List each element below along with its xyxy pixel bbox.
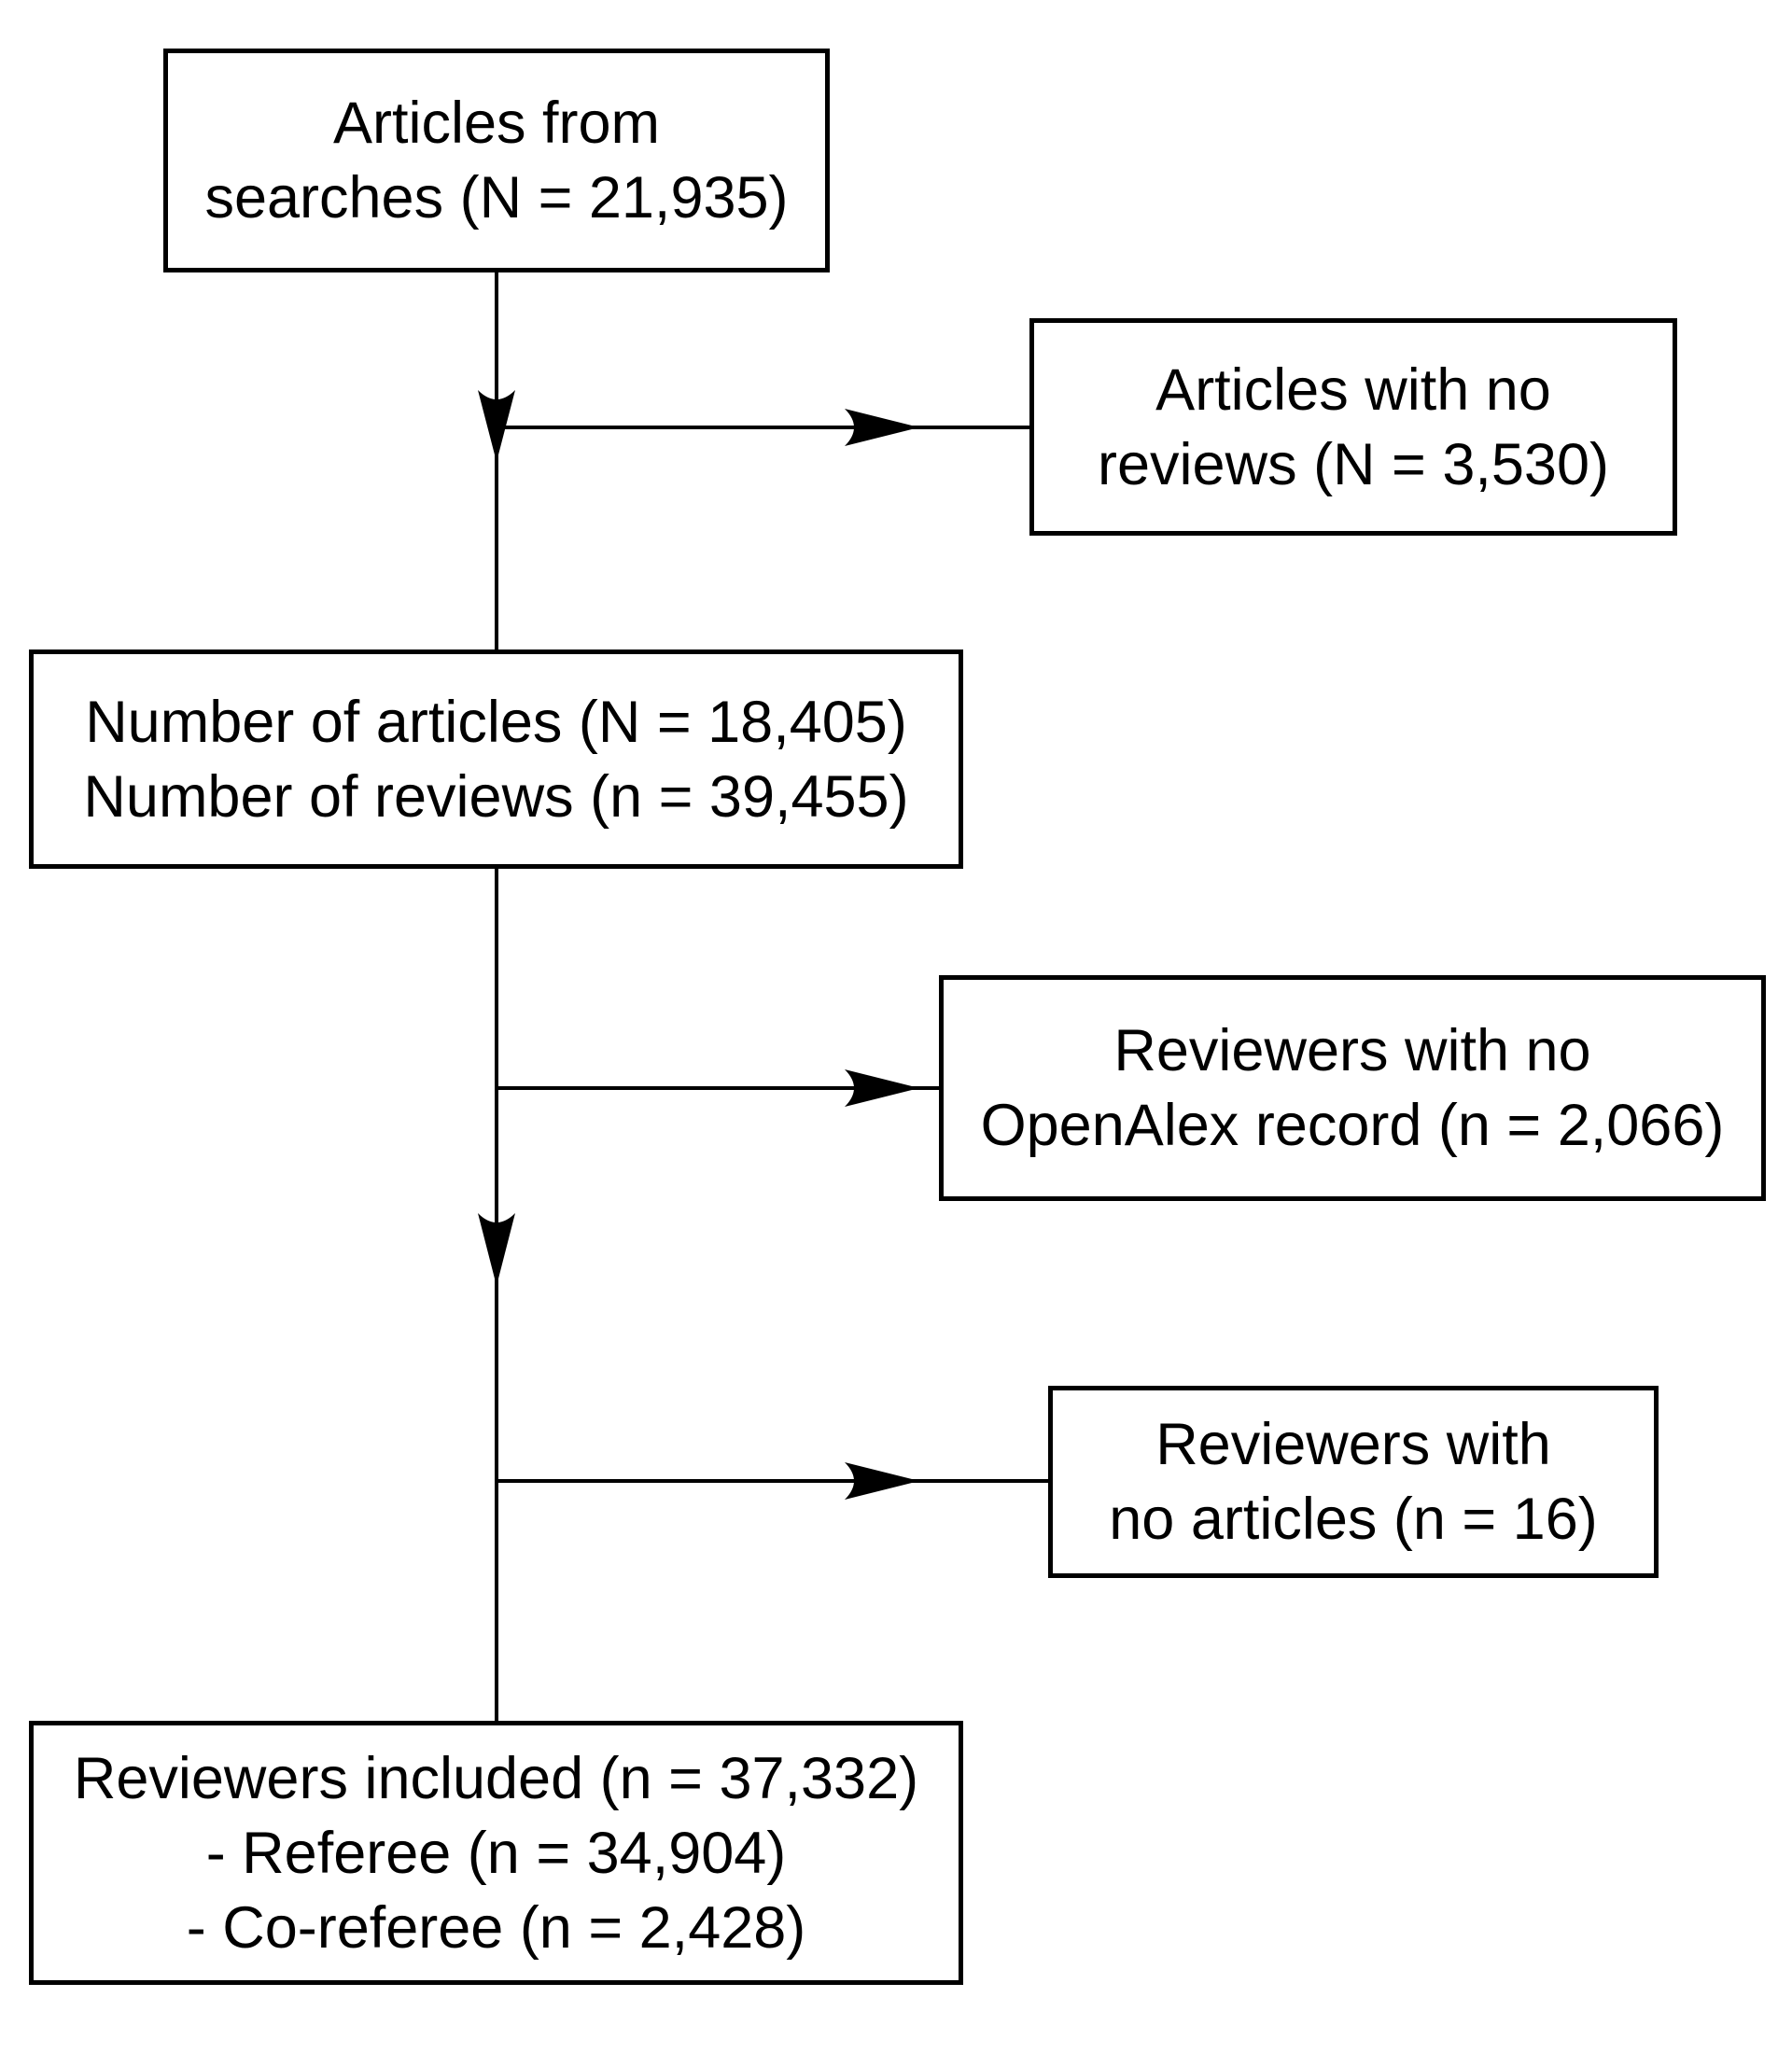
number-of-reviews-line: Number of reviews (n = 39,455) (83, 763, 909, 830)
reviewers-no-openalex-box: Reviewers with no OpenAlex record (n = 2… (939, 975, 1766, 1201)
right-arrowhead-2 (845, 1069, 919, 1107)
reviewers-included-line: Reviewers included (n = 37,332) (73, 1745, 919, 1811)
co-referee-line: - Co-referee (n = 2,428) (186, 1894, 806, 1961)
right-arrowhead-1 (845, 409, 919, 446)
reviewers-no-openalex-line2: OpenAlex record (n = 2,066) (980, 1093, 1725, 1158)
articles-from-searches-line2: searches (N = 21,935) (204, 165, 789, 230)
referee-line: - Referee (n = 34,904) (205, 1820, 787, 1886)
reviewers-no-articles-box: Reviewers with no articles (n = 16) (1048, 1386, 1659, 1578)
down-arrowhead-2 (478, 1213, 515, 1286)
number-of-articles-line: Number of articles (N = 18,405) (85, 689, 907, 755)
articles-and-reviews-box: Number of articles (N = 18,405) Number o… (29, 649, 963, 869)
articles-no-reviews-line1: Articles with no (1155, 356, 1551, 423)
reviewers-no-openalex-line1: Reviewers with no (1113, 1018, 1591, 1083)
articles-no-reviews-line2: reviews (N = 3,530) (1098, 431, 1609, 497)
articles-from-searches-box: Articles from searches (N = 21,935) (163, 49, 830, 272)
articles-no-reviews-box: Articles with no reviews (N = 3,530) (1029, 318, 1677, 536)
reviewers-included-box: Reviewers included (n = 37,332) - Refere… (29, 1721, 963, 1985)
right-arrowhead-3 (845, 1462, 919, 1500)
articles-from-searches-line1: Articles from (332, 91, 661, 156)
reviewers-no-articles-line1: Reviewers with (1155, 1412, 1551, 1477)
reviewers-no-articles-line2: no articles (n = 16) (1109, 1487, 1598, 1552)
